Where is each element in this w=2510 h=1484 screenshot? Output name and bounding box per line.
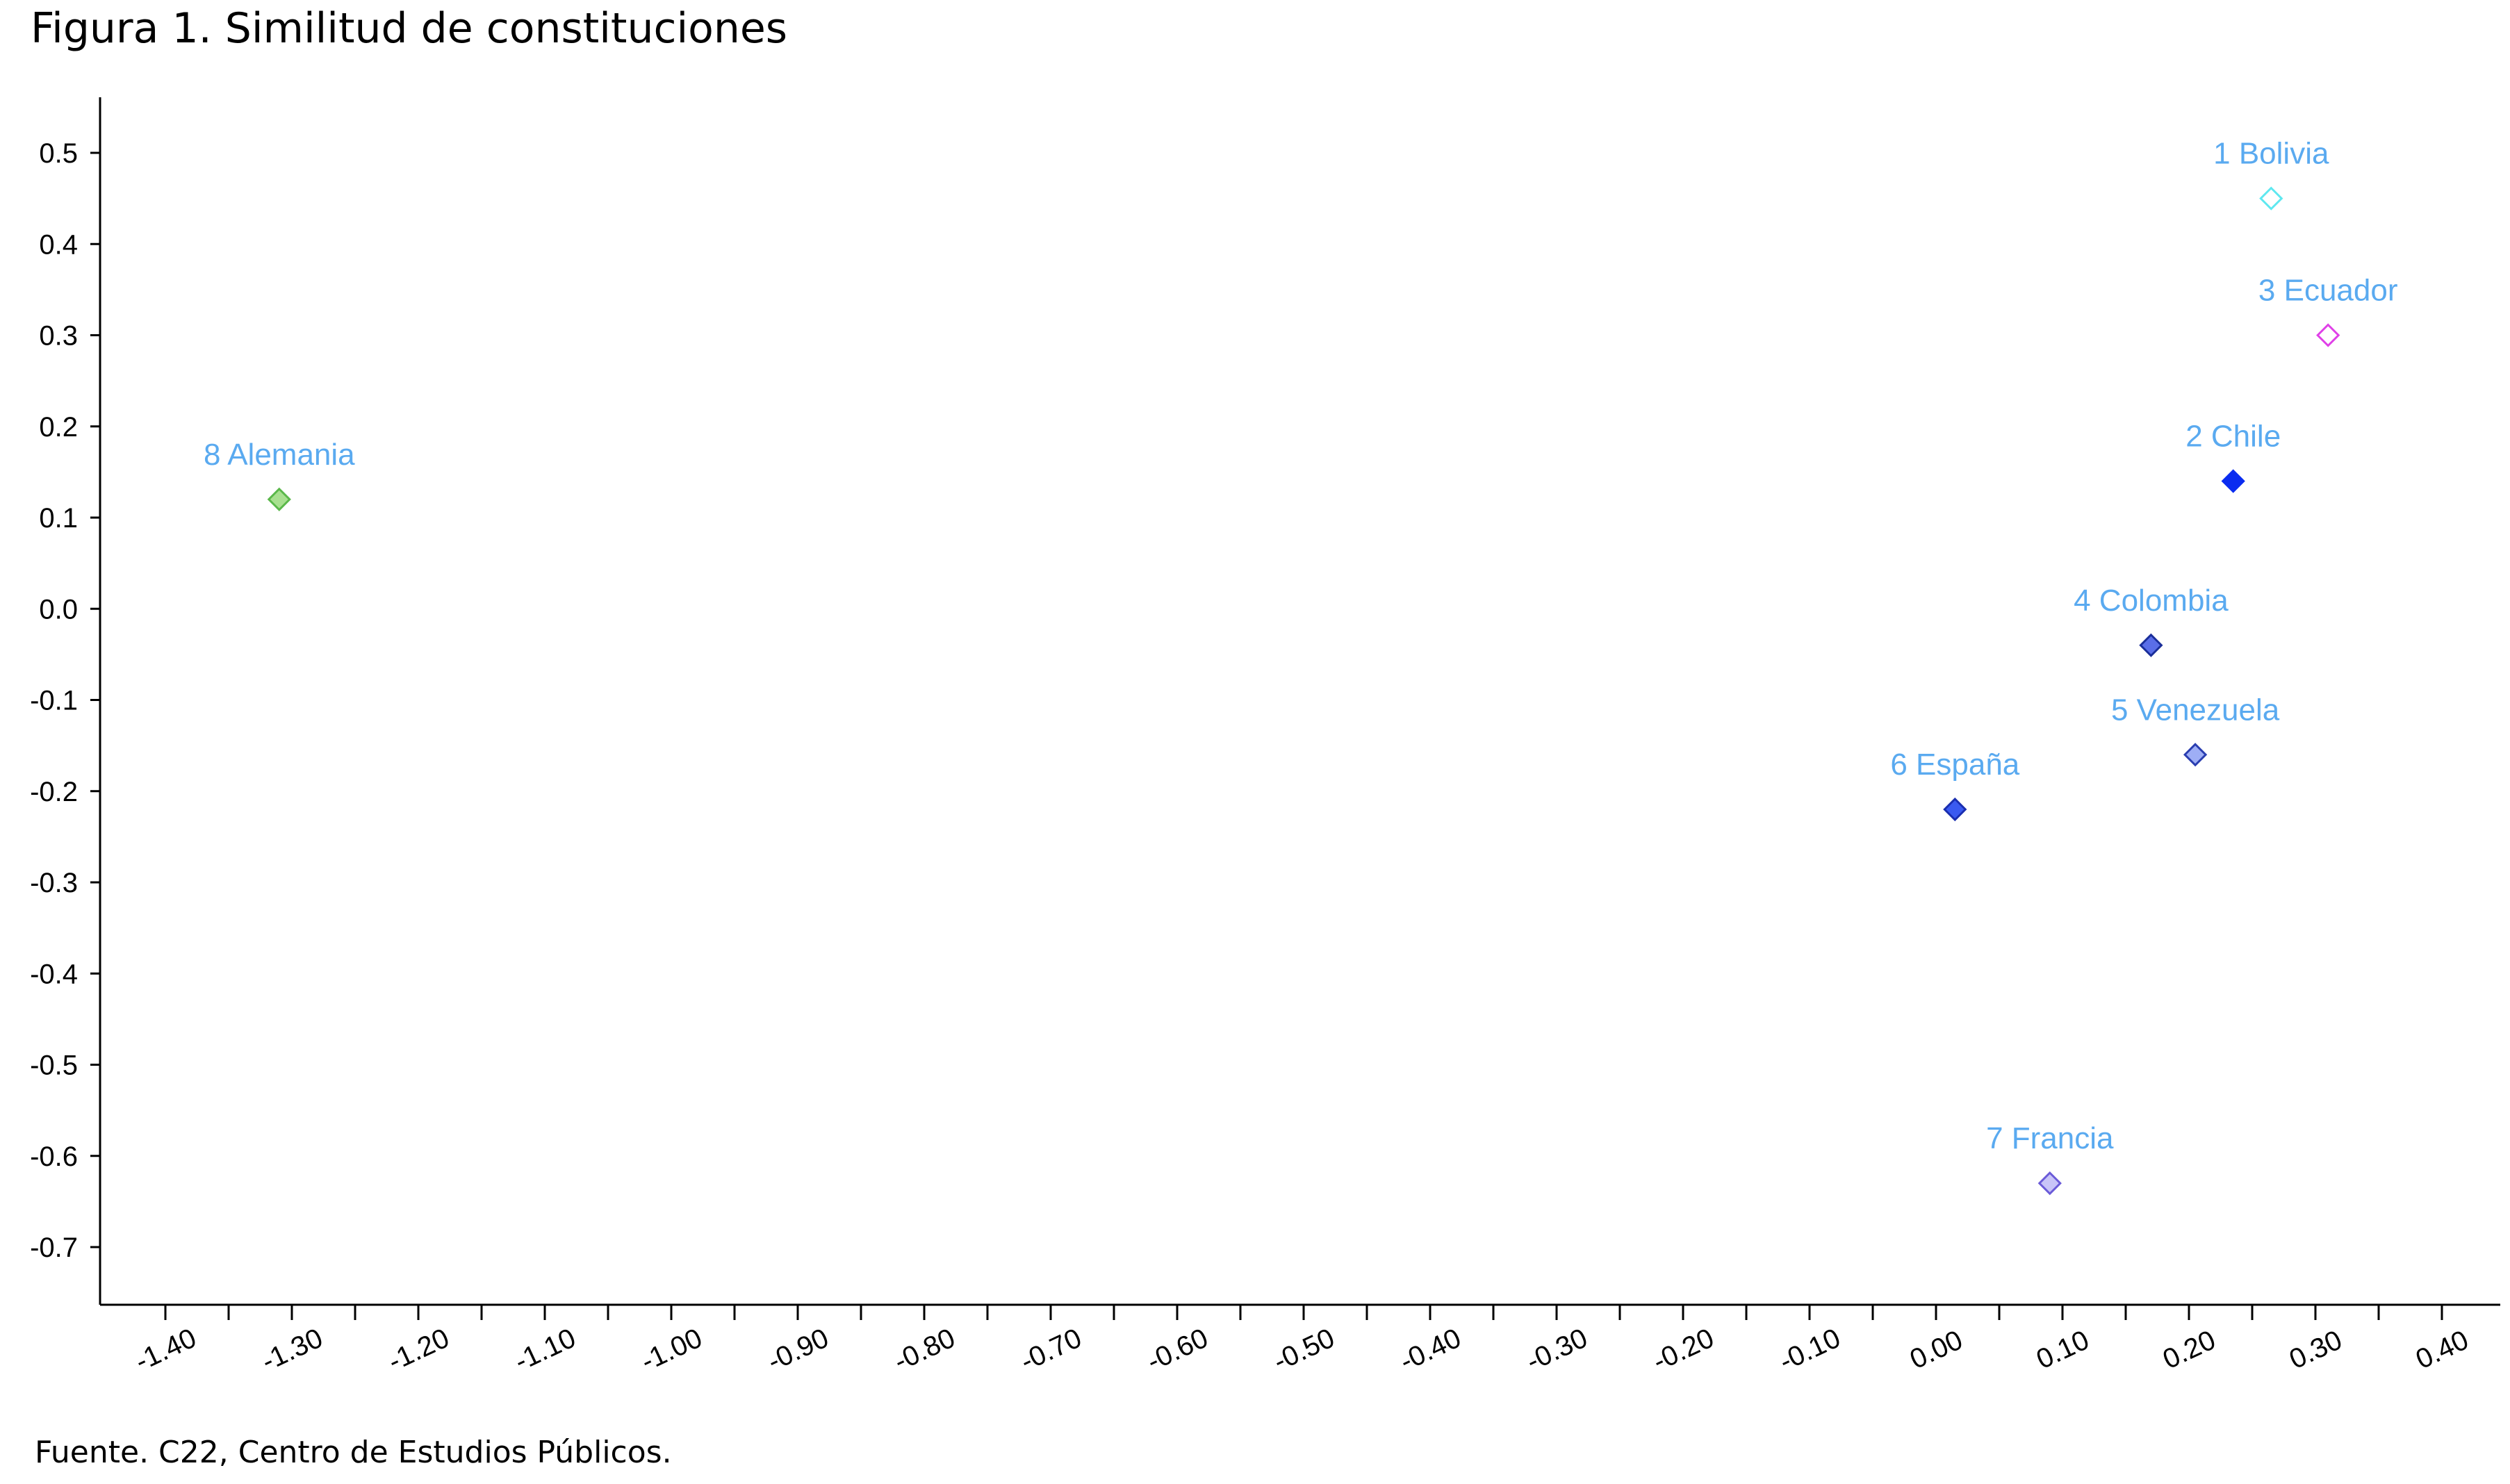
x-tick-label: -0.30 (1522, 1323, 1592, 1377)
x-tick-label: -1.10 (510, 1323, 580, 1377)
x-axis-ticks: -1.40 -1.30 -1.20 -1.10 -1.00 -0.90 -0.80 -0.70… (131, 1305, 2473, 1377)
y-tick-label: 0.5 (39, 138, 78, 169)
x-tick-label: -0.70 (1016, 1323, 1086, 1377)
x-tick-label: 0.30 (2285, 1325, 2347, 1376)
x-tick-label: -1.00 (637, 1323, 707, 1377)
data-point-marker (267, 487, 291, 511)
x-tick-label: -0.20 (1648, 1323, 1719, 1377)
data-point-label: 3 Ecuador (2258, 274, 2398, 308)
x-tick-label: -1.30 (257, 1323, 327, 1377)
data-point-marker (2316, 323, 2340, 347)
data-point-marker (2259, 186, 2283, 211)
y-axis-ticks: 0.5 0.4 0.3 0.2 0.1 0.0 -0.1 -0.2 -0.3 -0.4 -0.5 -0… (30, 138, 100, 1263)
x-tick-label: 0.20 (2158, 1325, 2220, 1376)
x-tick-label: 0.10 (2032, 1325, 2094, 1376)
y-tick-label: -0.7 (30, 1232, 78, 1263)
data-point-label: 4 Colombia (2074, 584, 2229, 618)
y-tick-label: -0.3 (30, 868, 78, 898)
y-tick-label: -0.2 (30, 777, 78, 807)
y-tick-label: 0.1 (39, 503, 78, 534)
x-tick-label: -0.50 (1269, 1323, 1339, 1377)
data-point-label: 7 Francia (1986, 1121, 2114, 1155)
x-tick-label: 0.40 (2411, 1325, 2473, 1376)
data-points: 1 Bolivia 2 Chile 3 Ecuador 4 Colombia 5 Ven… (204, 137, 2398, 1196)
x-tick-label: -0.90 (763, 1323, 833, 1377)
x-tick-label: -0.80 (889, 1323, 960, 1377)
y-tick-label: 0.2 (39, 412, 78, 443)
y-tick-label: 0.4 (39, 229, 78, 260)
data-point-label: 6 España (1890, 748, 2019, 782)
data-point-label: 8 Alemania (204, 438, 355, 472)
chart-source-note: Fuente. C22, Centro de Estudios Públicos… (35, 1435, 672, 1470)
x-tick-label: -0.10 (1775, 1323, 1845, 1377)
data-point-marker (2139, 633, 2163, 657)
x-tick-label: -1.40 (131, 1323, 201, 1377)
y-tick-label: 0.0 (39, 594, 78, 625)
data-point-label: 1 Bolivia (2213, 137, 2329, 171)
chart-title: Figura 1. Similitud de constituciones (31, 4, 788, 53)
data-point-label: 5 Venezuela (2111, 693, 2280, 727)
x-tick-label: -0.60 (1142, 1323, 1213, 1377)
data-point-marker (2221, 469, 2245, 493)
x-tick-label: -0.40 (1395, 1323, 1466, 1377)
y-tick-label: -0.6 (30, 1141, 78, 1172)
y-tick-label: 0.3 (39, 321, 78, 352)
data-point-marker (2183, 743, 2208, 767)
x-tick-label: -1.20 (384, 1323, 454, 1377)
x-tick-label: 0.00 (1905, 1325, 1967, 1376)
data-point-marker (1943, 797, 1967, 822)
data-point-label: 2 Chile (2185, 420, 2281, 454)
data-point-marker (2037, 1171, 2062, 1196)
y-tick-label: -0.1 (30, 686, 78, 716)
y-tick-label: -0.4 (30, 959, 78, 989)
y-tick-label: -0.5 (30, 1050, 78, 1081)
